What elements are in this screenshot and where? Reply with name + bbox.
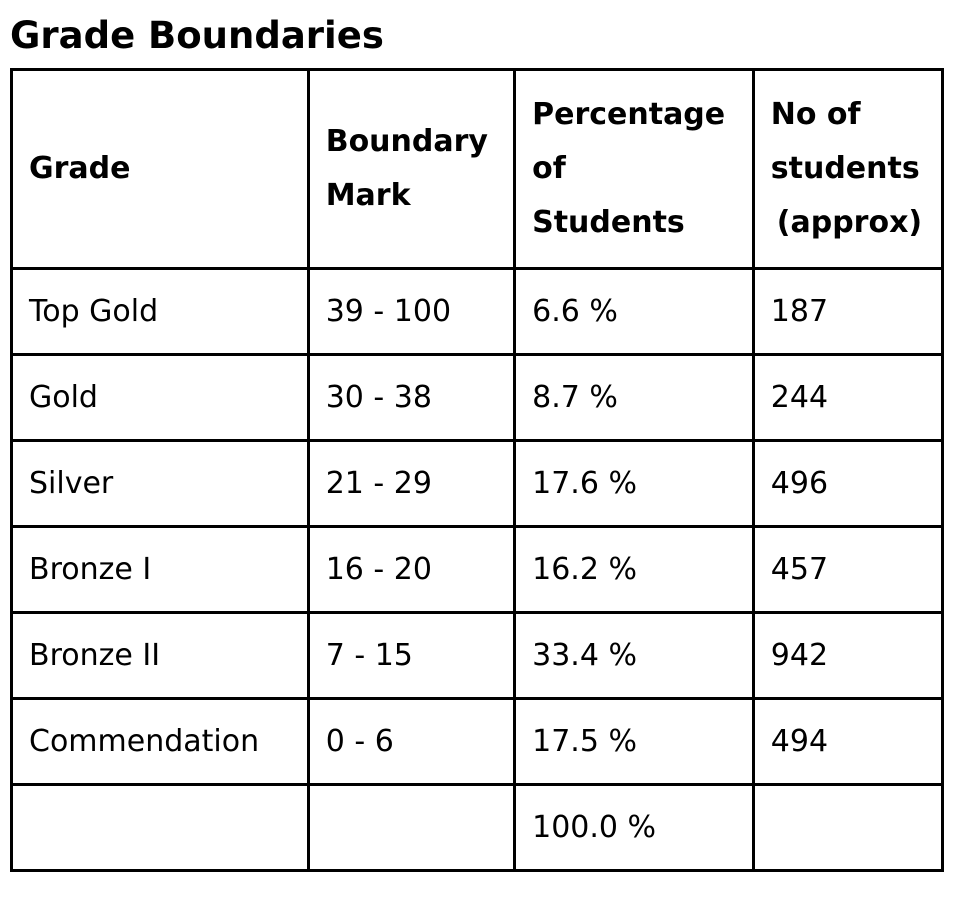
table-row: Commendation 0 - 6 17.5 % 494	[10, 697, 945, 786]
cell-boundary-mark: 39 - 100	[306, 267, 517, 356]
header-percentage-of-students: Percentage of Students	[513, 68, 755, 270]
cell-percentage: 33.4 %	[513, 611, 755, 700]
cell-grade: Bronze I	[10, 525, 310, 614]
cell-grade: Top Gold	[10, 267, 310, 356]
cell-grade: Silver	[10, 439, 310, 528]
cell-boundary-mark: 30 - 38	[306, 353, 517, 442]
header-percentage-line-3: Students	[532, 205, 685, 240]
header-percentage-line-2: of	[532, 151, 566, 186]
header-boundary-mark-line-2: Mark	[325, 178, 411, 213]
table-row: Top Gold 39 - 100 6.6 % 187	[10, 267, 945, 356]
cell-grade	[10, 783, 310, 872]
cell-grade: Bronze II	[10, 611, 310, 700]
header-students-line-2: students	[770, 151, 920, 186]
cell-student-count: 244	[751, 353, 945, 442]
table-row: Bronze II 7 - 15 33.4 % 942	[10, 611, 945, 700]
header-no-of-students: No of students (approx)	[751, 68, 945, 270]
page-title: Grade Boundaries	[10, 14, 384, 57]
header-boundary-mark: Boundary Mark	[306, 68, 517, 270]
cell-percentage: 17.6 %	[513, 439, 755, 528]
table-row: Gold 30 - 38 8.7 % 244	[10, 353, 945, 442]
cell-grade: Commendation	[10, 697, 310, 786]
header-grade: Grade	[10, 68, 310, 270]
grade-boundaries-table: Grade Boundary Mark Percentage of Studen…	[10, 68, 945, 872]
cell-grade: Gold	[10, 353, 310, 442]
table-row: Silver 21 - 29 17.6 % 496	[10, 439, 945, 528]
cell-boundary-mark: 7 - 15	[306, 611, 517, 700]
header-percentage-line-1: Percentage	[532, 97, 726, 132]
cell-percentage: 8.7 %	[513, 353, 755, 442]
cell-student-count: 187	[751, 267, 945, 356]
header-grade-line: Grade	[29, 151, 131, 186]
cell-student-count	[751, 783, 945, 872]
cell-boundary-mark	[306, 783, 517, 872]
cell-percentage-total: 100.0 %	[513, 783, 755, 872]
total-row: 100.0 %	[10, 783, 945, 872]
cell-boundary-mark: 21 - 29	[306, 439, 517, 528]
header-students-line-1: No of	[770, 97, 861, 132]
header-students-line-3: (approx)	[776, 205, 923, 240]
cell-student-count: 494	[751, 697, 945, 786]
header-boundary-mark-line-1: Boundary	[325, 124, 488, 159]
cell-student-count: 457	[751, 525, 945, 614]
cell-boundary-mark: 0 - 6	[306, 697, 517, 786]
cell-student-count: 496	[751, 439, 945, 528]
cell-student-count: 942	[751, 611, 945, 700]
table-row: Bronze I 16 - 20 16.2 % 457	[10, 525, 945, 614]
cell-boundary-mark: 16 - 20	[306, 525, 517, 614]
header-row: Grade Boundary Mark Percentage of Studen…	[10, 68, 945, 270]
cell-percentage: 6.6 %	[513, 267, 755, 356]
cell-percentage: 17.5 %	[513, 697, 755, 786]
cell-percentage: 16.2 %	[513, 525, 755, 614]
